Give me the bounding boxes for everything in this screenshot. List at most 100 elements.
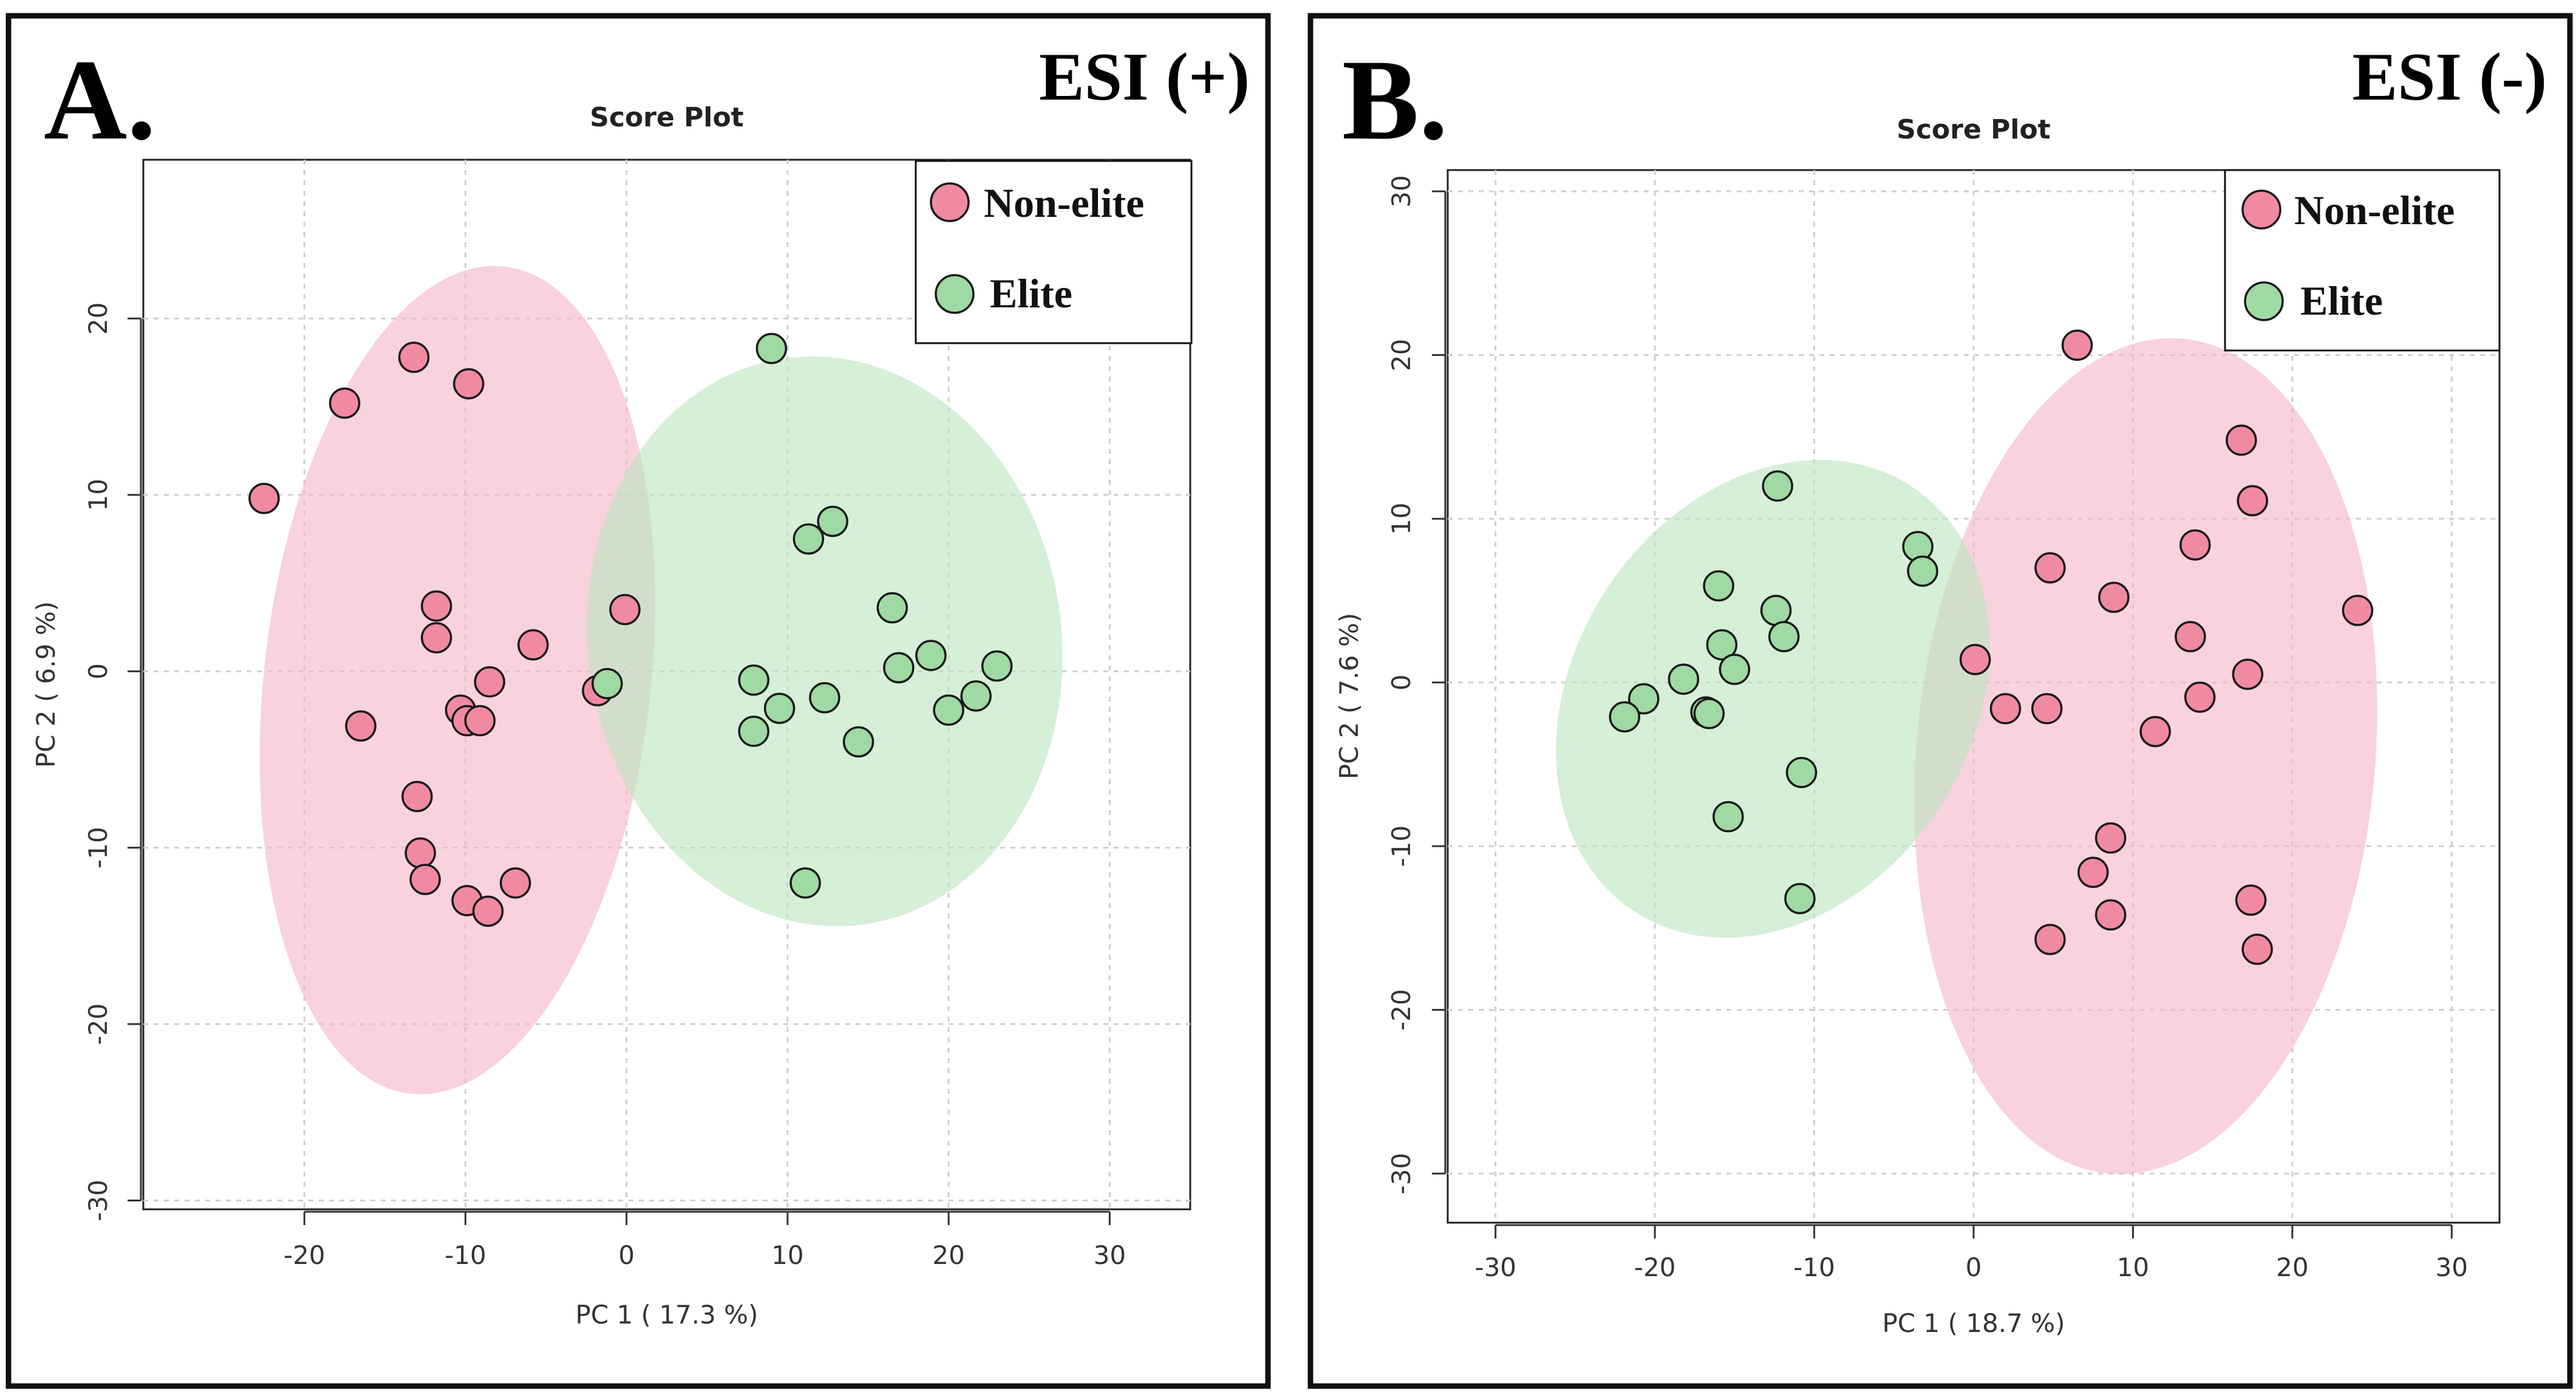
panel-a: -20 -10 0 10 20 30 -30 -20 -10 0 10 20 Score Plot P…: [5, 13, 1271, 1389]
panel-a-x-tick-label: 20: [932, 1240, 964, 1270]
panel-b-y-tick-label: -10: [1386, 825, 1416, 867]
panel-b-point-elite: [1768, 621, 1800, 652]
panel-b-point-elite: [1712, 801, 1744, 833]
panel-b-point-non-elite: [2241, 934, 2273, 965]
panel-a-point-non-elite: [453, 368, 485, 400]
panel-b-point-non-elite: [2094, 899, 2127, 931]
panel-a-point-non-elite: [401, 780, 433, 813]
panel-b-x-tick-label: 30: [2436, 1252, 2468, 1282]
panel-a-point-elite: [591, 668, 623, 700]
panel-a-point-elite: [876, 592, 908, 624]
panel-a-legend-marker-non-elite: [930, 182, 970, 222]
panel-b-point-non-elite: [2031, 692, 2063, 725]
panel-b-y-tick-label: 10: [1386, 502, 1416, 535]
panel-a-point-elite: [981, 650, 1013, 682]
panel-b-point-non-elite: [2034, 552, 2066, 584]
panel-a-point-elite: [960, 680, 992, 712]
panel-a-legend-label-elite: Elite: [990, 270, 1072, 316]
panel-a-point-elite: [792, 523, 825, 555]
panel-b-ellipse-elite: [1556, 460, 1990, 938]
panel-a-y-tick-label: -20: [83, 1003, 113, 1045]
panel-b-point-non-elite: [2342, 595, 2374, 626]
panel-b-x-tick-label: 20: [2276, 1252, 2308, 1282]
panel-a-point-elite: [789, 867, 821, 899]
panel-b-point-elite: [1907, 555, 1938, 587]
panel-b-x-tick-label: -20: [1634, 1252, 1676, 1282]
panel-b-point-elite: [1785, 757, 1818, 788]
panel-b-y-tick-label: 0: [1386, 674, 1416, 691]
panel-a-point-elite: [817, 505, 848, 538]
panel-b-ellipse-non-elite: [1914, 338, 2377, 1175]
panel-b-point-non-elite: [2235, 884, 2267, 916]
panel-a-axes: -20 -10 0 10 20 30 -30 -20 -10 0 10 20: [83, 302, 1126, 1270]
panel-b-point-non-elite: [2237, 485, 2268, 517]
panel-a-y-tick-label: -30: [83, 1180, 113, 1221]
panel-a-legend-marker-elite: [935, 274, 975, 314]
panel-b-point-non-elite: [2175, 621, 2206, 652]
panel-b-confidence-ellipses: [1556, 338, 2377, 1175]
panel-b-point-elite: [1760, 595, 1792, 626]
panel-b-label: B.: [1342, 36, 1448, 164]
panel-a-ellipse-non-elite: [259, 265, 655, 1095]
panel-a-confidence-ellipses: [259, 265, 1063, 1095]
panel-b-point-non-elite: [2034, 923, 2066, 955]
panel-b-point-elite: [1628, 683, 1660, 715]
panel-a-point-non-elite: [398, 341, 430, 374]
panel-b-point-elite: [1703, 570, 1734, 602]
panel-a-legend: Non-elite Elite: [915, 160, 1193, 344]
panel-b-point-elite: [1762, 470, 1793, 502]
panel-b-point-non-elite: [2179, 529, 2211, 561]
panel-b-x-tick-label: -10: [1793, 1252, 1835, 1282]
panel-b-x-tick-label: 0: [1966, 1252, 1982, 1282]
panel-a-x-axis-title: PC 1 ( 17.3 %): [576, 1300, 758, 1330]
panel-b-point-elite: [1719, 654, 1751, 685]
panel-b-plot-title: Score Plot: [1896, 114, 2050, 145]
panel-b-axes: -30 -20 -10 0 10 20 30 -30 -20 -10 0 10 20 30: [1386, 175, 2468, 1282]
panel-b-point-non-elite: [2232, 658, 2264, 690]
panel-a-point-non-elite: [248, 482, 280, 514]
panel-b-point-non-elite: [2226, 424, 2257, 456]
panel-b-point-non-elite: [1989, 692, 2022, 725]
panel-b-point-elite: [1693, 698, 1725, 729]
panel-a-point-non-elite: [420, 590, 452, 622]
panel-b-y-tick-label: -30: [1386, 1153, 1416, 1195]
panel-b-point-elite: [1609, 701, 1641, 733]
panel-a-ellipse-elite: [587, 356, 1063, 926]
panel-a-point-elite: [755, 332, 788, 364]
panel-b-point-elite: [1784, 883, 1816, 915]
panel-a-point-non-elite: [329, 388, 361, 419]
panel-b: -30 -20 -10 0 10 20 30 -30 -20 -10 0 10 20 30 Score P…: [1307, 13, 2573, 1389]
panel-a-point-non-elite: [345, 710, 377, 742]
panel-a-y-tick-label: 20: [83, 302, 113, 335]
panel-a-label: A.: [44, 36, 156, 164]
panel-a-point-elite: [915, 640, 947, 671]
panel-b-y-tick-label: 20: [1386, 339, 1416, 371]
panel-a-point-non-elite: [404, 837, 436, 869]
panel-a-x-tick-label: -20: [284, 1240, 325, 1270]
panel-b-x-tick-label: -30: [1474, 1252, 1516, 1282]
panel-b-point-non-elite: [2077, 856, 2109, 888]
panel-b-ionization-mode: ESI (-): [2353, 39, 2547, 115]
panel-a-point-elite: [738, 664, 769, 696]
panel-a-x-tick-label: -10: [445, 1240, 486, 1270]
panel-b-y-axis-title: PC 2 ( 7.6 %): [1334, 613, 1364, 779]
panel-a-point-non-elite: [474, 666, 505, 698]
panel-a-point-non-elite: [409, 864, 441, 895]
panel-b-point-elite: [1706, 629, 1738, 661]
panel-a-point-elite: [809, 682, 840, 714]
panel-a-point-non-elite: [609, 593, 641, 626]
panel-a-legend-label-non-elite: Non-elite: [984, 180, 1144, 226]
panel-b-x-axis-title: PC 1 ( 18.7 %): [1883, 1308, 2065, 1338]
panel-b-point-elite: [1668, 663, 1700, 695]
panel-b-points: [1609, 329, 2374, 965]
panel-a-point-elite: [842, 726, 874, 758]
panel-b-point-non-elite: [2184, 681, 2216, 713]
panel-b-point-non-elite: [2094, 822, 2127, 854]
panel-a-y-axis-title: PC 2 ( 6.9 %): [31, 601, 61, 768]
panel-a-frame: [5, 13, 1271, 1389]
panel-b-legend-marker-non-elite: [2241, 190, 2281, 230]
panel-b-legend: Non-elite Elite: [2224, 169, 2501, 352]
panel-a-y-tick-label: -10: [83, 827, 113, 869]
panel-b-y-tick-label: 30: [1386, 175, 1416, 207]
